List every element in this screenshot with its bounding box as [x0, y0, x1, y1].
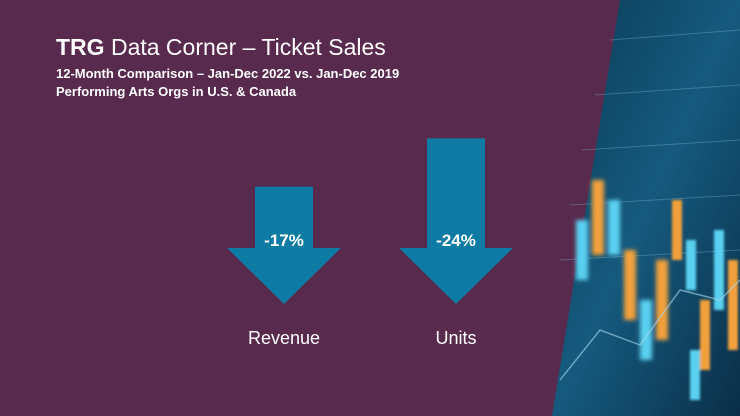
data-label-revenue: -17% — [264, 231, 304, 250]
brand-name: TRG — [56, 34, 105, 60]
down-arrow-units — [399, 138, 513, 304]
title-text: Data Corner – Ticket Sales — [104, 34, 386, 60]
page-title: TRG Data Corner – Ticket Sales — [56, 33, 386, 61]
subtitle-scope: Performing Arts Orgs in U.S. & Canada — [56, 84, 297, 99]
category-label-revenue: Revenue — [248, 328, 320, 348]
down-arrow-revenue — [227, 186, 341, 304]
financial-chart-background-image — [552, 0, 740, 416]
data-label-units: -24% — [436, 231, 476, 250]
category-label-units: Units — [435, 328, 476, 348]
subtitle-comparison: 12-Month Comparison – Jan-Dec 2022 vs. J… — [56, 66, 400, 81]
